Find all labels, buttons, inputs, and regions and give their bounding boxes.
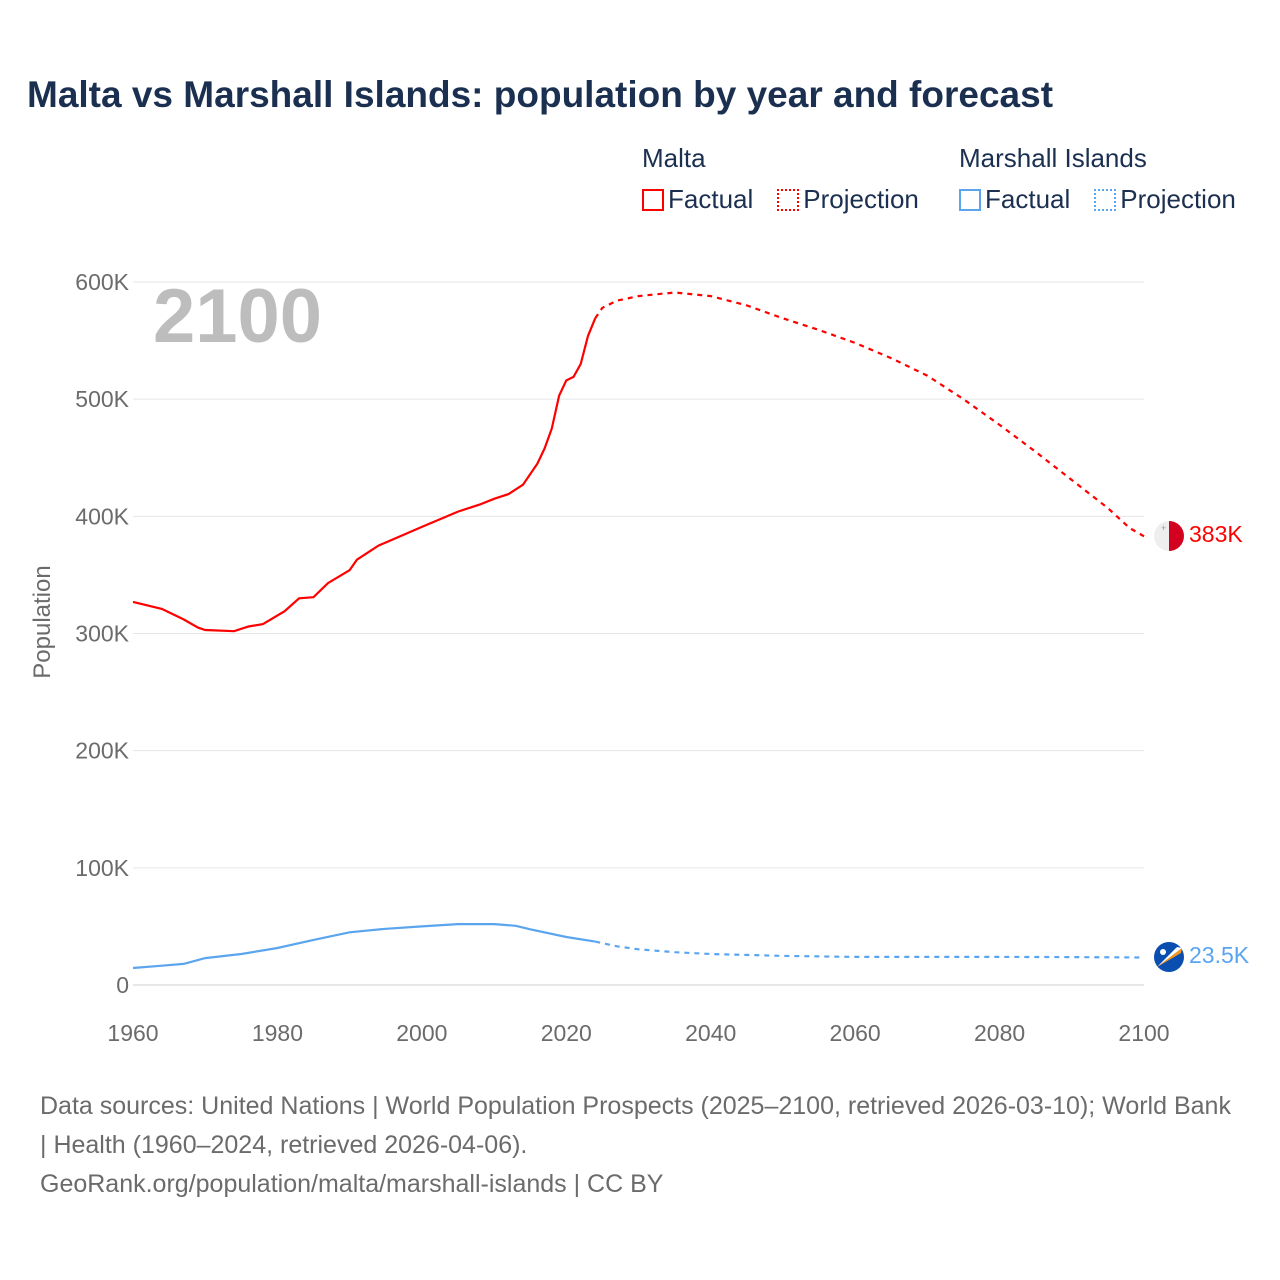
marshall-end-label: 23.5K xyxy=(1189,942,1250,968)
y-tick-label: 100K xyxy=(75,855,129,881)
y-tick-label: 0 xyxy=(116,972,129,998)
y-axis-label: Population xyxy=(29,565,56,678)
svg-text:+: + xyxy=(1161,523,1166,533)
legend-marshall-title: Marshall Islands xyxy=(959,143,1147,173)
legend-malta-projection[interactable]: Projection xyxy=(777,184,919,215)
x-tick-label: 1960 xyxy=(107,1020,158,1046)
marshall-islands-factual-line xyxy=(132,923,596,970)
x-tick-label: 2060 xyxy=(830,1020,881,1046)
y-tick-label: 600K xyxy=(75,269,129,295)
y-tick-label: 400K xyxy=(75,503,129,529)
legend-swatch xyxy=(642,188,664,211)
chart-title: Malta vs Marshall Islands: population by… xyxy=(27,74,1054,115)
legend-marshall: Marshall Islands Factual Projection xyxy=(959,143,1254,215)
plot-area: 0 100K 200K 300K 400K 500K 600K 1960 1980 2000 202… xyxy=(29,269,1250,1046)
footer: Data sources: United Nations | World Pop… xyxy=(40,1087,1240,1204)
malta-end-label: 383K xyxy=(1189,521,1243,547)
legend-marshall-factual[interactable]: Factual xyxy=(959,184,1070,215)
legend-malta-title: Malta xyxy=(642,143,706,173)
legend-malta-factual[interactable]: Factual xyxy=(642,184,753,215)
legend-marshall-projection[interactable]: Projection xyxy=(1094,184,1236,215)
malta-projection-line xyxy=(594,291,1145,538)
malta-flag-icon: + xyxy=(1154,521,1184,551)
x-tick-label: 2100 xyxy=(1118,1020,1169,1046)
footer-link[interactable]: GeoRank.org/population/malta/marshall-is… xyxy=(40,1170,664,1198)
legend-swatch xyxy=(1094,188,1117,211)
legend-label: Projection xyxy=(1120,184,1236,214)
legend-malta: Malta Factual Projection xyxy=(642,143,937,215)
legend-swatch xyxy=(959,188,981,211)
year-overlay: 2100 xyxy=(153,274,322,359)
marshall-islands-flag-icon xyxy=(1154,942,1184,972)
y-tick-label: 300K xyxy=(75,621,129,647)
x-tick-label: 2020 xyxy=(541,1020,592,1046)
x-tick-label: 2000 xyxy=(396,1020,447,1046)
x-tick-label: 2040 xyxy=(685,1020,736,1046)
marshall-islands-projection-line xyxy=(594,940,1145,959)
legend-label: Factual xyxy=(668,184,754,214)
legend-label: Projection xyxy=(803,184,919,214)
malta-factual-line xyxy=(132,317,597,633)
legend-label: Factual xyxy=(985,184,1071,214)
x-tick-label: 2080 xyxy=(974,1020,1025,1046)
legend-swatch xyxy=(777,188,800,211)
y-tick-label: 200K xyxy=(75,738,129,764)
footer-sources: Data sources: United Nations | World Pop… xyxy=(40,1092,1231,1159)
x-tick-label: 1980 xyxy=(252,1020,303,1046)
y-tick-label: 500K xyxy=(75,386,129,412)
